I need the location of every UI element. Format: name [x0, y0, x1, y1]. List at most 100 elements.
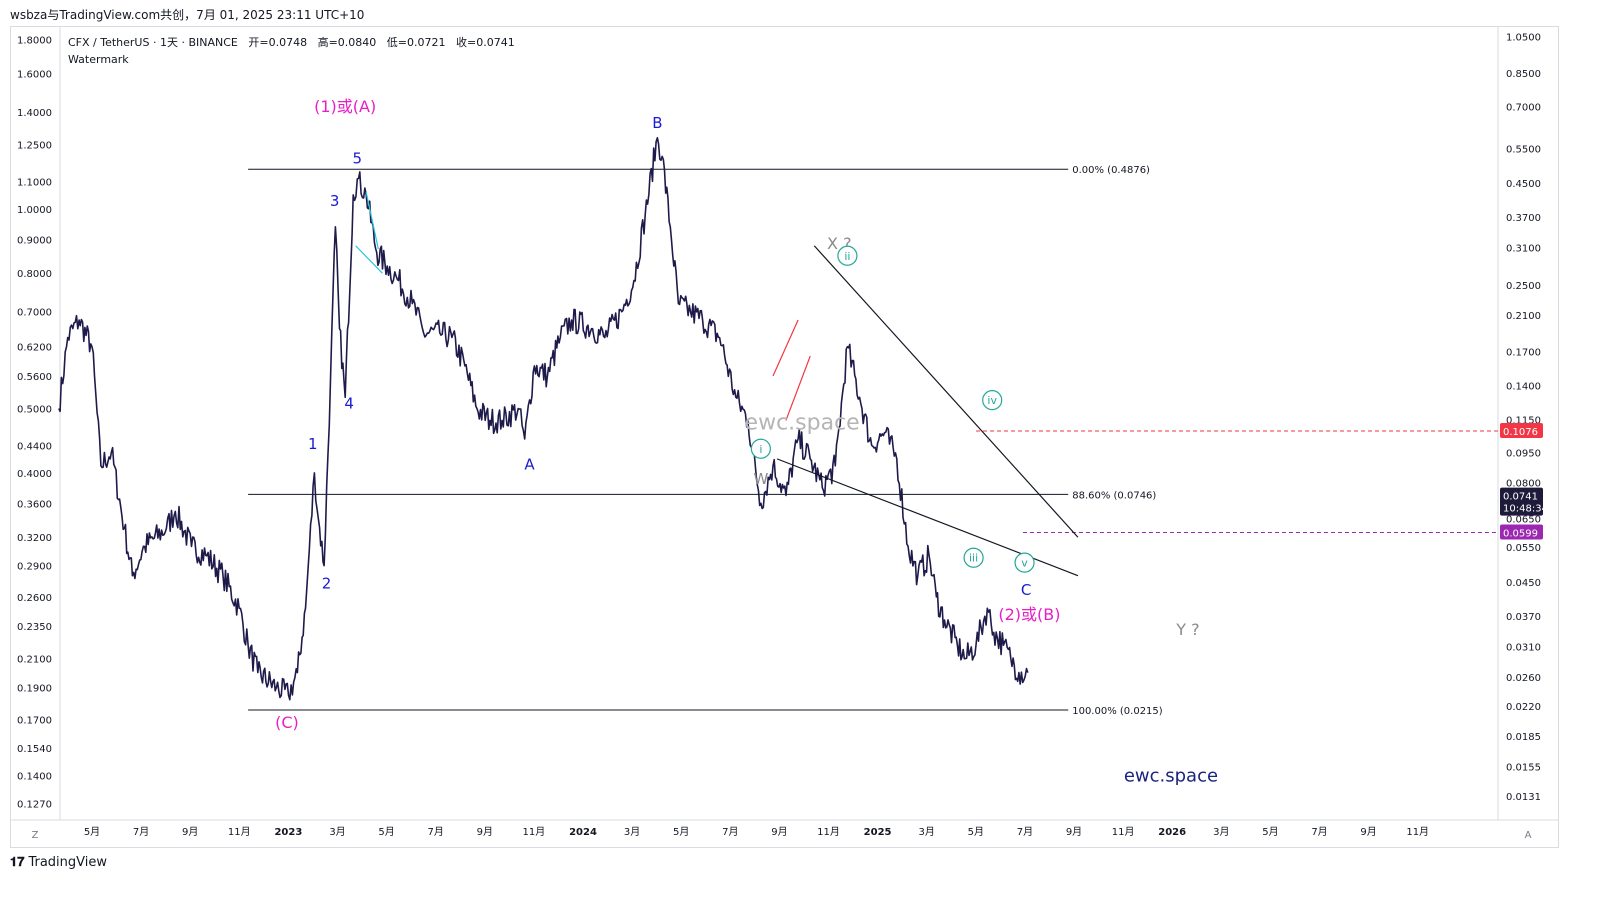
wave-circle-label: ii	[844, 250, 850, 263]
time-axis[interactable]: 5月 7月 9月 11月 2023 3月 5月 7月 9月 11月 2024 3月 5月 7月 9月 11月 2…	[84, 826, 1429, 838]
left-tick-label: 0.2600	[17, 593, 52, 604]
right-tick-label: 0.1700	[1506, 348, 1541, 359]
time-tick-label: 3月	[329, 826, 345, 838]
right-tick-label: 0.1400	[1506, 381, 1541, 392]
auto-scale-button[interactable]: A	[1525, 830, 1532, 841]
zoom-button[interactable]: Z	[32, 830, 39, 841]
right-tick-label: 0.8500	[1506, 69, 1541, 80]
left-price-axis[interactable]: 1.8000 1.6000 1.4000 1.2500 1.1000 1.0000 0.90…	[17, 36, 52, 811]
left-tick-label: 0.4000	[17, 469, 52, 480]
right-tick-label: 0.3100	[1506, 244, 1541, 255]
time-tick-label: 11月	[1112, 826, 1135, 838]
left-tick-label: 0.7000	[17, 308, 52, 319]
wave-circle-label: iv	[987, 394, 997, 407]
trendline	[772, 319, 799, 377]
right-tick-label: 0.0650	[1506, 514, 1541, 525]
time-tick-label: 7月	[428, 826, 444, 838]
trendline	[785, 355, 811, 421]
left-tick-label: 0.1270	[17, 799, 52, 810]
ohlc-close: 收=0.0741	[456, 36, 515, 49]
left-tick-label: 0.1900	[17, 683, 52, 694]
time-tick-label: 11月	[523, 826, 546, 838]
right-price-axis[interactable]: 1.0500 0.8500 0.7000 0.5500 0.4500 0.3700 0.31…	[1506, 32, 1541, 802]
wave-circle-label: iii	[969, 552, 978, 565]
right-tick-label: 0.7000	[1506, 103, 1541, 114]
chart-frame	[10, 26, 1559, 848]
wave-circle	[750, 438, 771, 459]
time-tick-label: 11月	[817, 826, 840, 838]
time-tick-label: 11月	[228, 826, 251, 838]
right-tick-label: 0.0370	[1506, 612, 1541, 623]
time-tick-label: 5月	[378, 826, 394, 838]
left-tick-label: 1.1000	[17, 177, 52, 188]
price-badge-label: 0.0741	[1503, 492, 1538, 503]
left-tick-label: 0.2900	[17, 562, 52, 573]
time-tick-label: 9月	[771, 826, 787, 838]
left-tick-label: 0.4400	[17, 441, 52, 452]
right-tick-label: 0.0220	[1506, 702, 1541, 713]
time-tick-label: 2024	[569, 827, 597, 838]
time-tick-label: 5月	[968, 826, 984, 838]
right-tick-label: 0.1150	[1506, 415, 1541, 426]
left-tick-label: 1.2500	[17, 141, 52, 152]
wave-label: C	[1021, 581, 1031, 599]
right-tick-label: 0.5500	[1506, 144, 1541, 155]
price-badge-label: 0.1076	[1503, 427, 1538, 438]
fib-levels[interactable]: 0.00% (0.4876) 88.60% (0.0746) 100.00% (0.…	[248, 165, 1163, 717]
right-tick-label: 0.0260	[1506, 673, 1541, 684]
time-tick-label: 9月	[1066, 826, 1082, 838]
left-tick-label: 0.2100	[17, 655, 52, 666]
time-tick-label: 7月	[1311, 826, 1327, 838]
time-tick-label: 2026	[1158, 827, 1186, 838]
wave-label: (1)或(A)	[314, 97, 376, 116]
left-tick-label: 1.4000	[17, 108, 52, 119]
wave-label: 5	[353, 150, 363, 168]
ohlc-high: 高=0.0840	[317, 36, 377, 49]
wave-circle-label: i	[759, 443, 762, 456]
chart-legend: CFX / TetherUS · 1天 · BINANCE 开=0.0748 高…	[68, 34, 515, 68]
time-tick-label: 2023	[274, 827, 302, 838]
wave-label: 2	[322, 574, 332, 592]
alert-levels[interactable]	[976, 430, 1498, 533]
time-tick-label: 5月	[84, 826, 100, 838]
left-tick-label: 0.1400	[17, 771, 52, 782]
time-tick-label: 11月	[1406, 826, 1429, 838]
left-tick-label: 0.2350	[17, 622, 52, 633]
trendline	[355, 245, 383, 274]
right-tick-label: 0.2500	[1506, 281, 1541, 292]
time-tick-label: 9月	[477, 826, 493, 838]
symbol-title: CFX / TetherUS · 1天 · BINANCE	[68, 36, 238, 49]
brand-footer[interactable]: 𝟏𝟕 TradingView	[10, 855, 107, 870]
right-tick-label: 0.2100	[1506, 311, 1541, 322]
fib-level-label: 100.00% (0.0215)	[1072, 706, 1163, 717]
time-tick-label: 3月	[919, 826, 935, 838]
wave-circle-label: v	[1021, 557, 1028, 570]
left-tick-label: 0.3600	[17, 499, 52, 510]
price-badge-countdown: 10:48:34	[1503, 504, 1548, 515]
fib-level-label: 0.00% (0.4876)	[1072, 165, 1150, 176]
ohlc-low: 低=0.0721	[386, 36, 446, 49]
wave-label: 1	[308, 435, 318, 453]
right-tick-label: 0.0800	[1506, 478, 1541, 489]
wave-label: A	[524, 455, 535, 473]
right-tick-label: 0.0155	[1506, 763, 1541, 774]
trendlines[interactable]	[355, 192, 1079, 577]
wave-circle	[1014, 552, 1035, 573]
fib-level-label: 88.60% (0.0746)	[1072, 490, 1156, 501]
left-tick-label: 0.5000	[17, 405, 52, 416]
watermarks: ewc.space ewc.space	[745, 411, 1219, 787]
wave-label: (C)	[275, 713, 299, 732]
left-tick-label: 1.6000	[17, 70, 52, 81]
wave-circle	[837, 245, 858, 266]
wave-label: 4	[344, 395, 354, 413]
price-badge	[1500, 524, 1543, 540]
right-tick-label: 0.0131	[1506, 792, 1541, 803]
left-tick-label: 0.1700	[17, 715, 52, 726]
left-tick-label: 1.0000	[17, 205, 52, 216]
right-tick-label: 0.4500	[1506, 179, 1541, 190]
right-tick-label: 0.0310	[1506, 643, 1541, 654]
left-tick-label: 0.3200	[17, 533, 52, 544]
